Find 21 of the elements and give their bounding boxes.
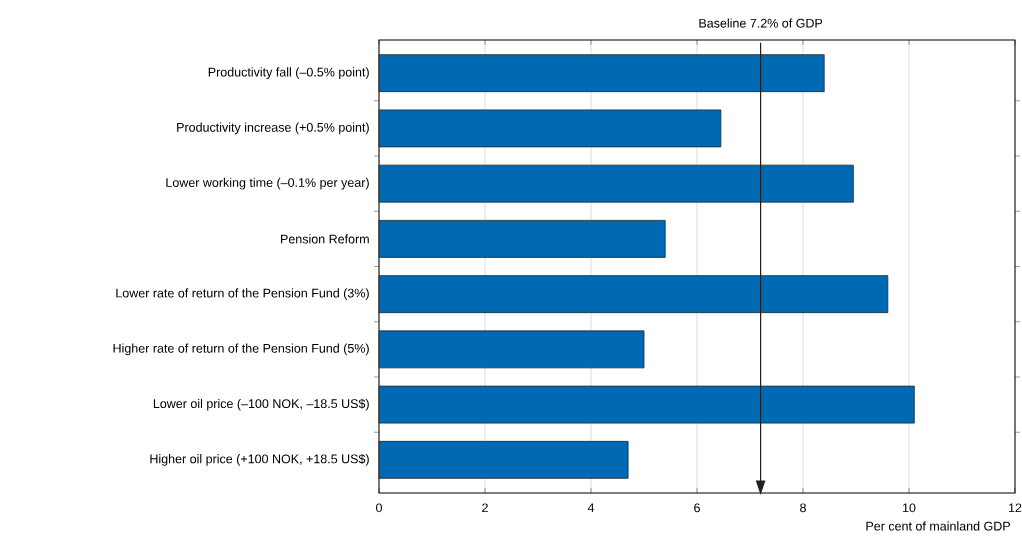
bar <box>378 440 629 479</box>
y-tick-label: Productivity increase (+0.5% point) <box>177 122 369 135</box>
y-tick-label: Productivity fall (–0.5% point) <box>208 67 369 79</box>
y-tick-label: Lower working time (–0.1% per year) <box>166 177 369 190</box>
x-tick-label: 0 <box>376 503 382 513</box>
ref-line-label: Baseline 7.2% of GDP <box>699 18 823 28</box>
x-tick-label: 6 <box>694 503 700 513</box>
x-tick-label: 10 <box>903 503 916 513</box>
bar <box>378 219 666 258</box>
x-tick-label: 4 <box>587 503 595 512</box>
y-tick-label: Lower oil price (–100 NOK, –18.5 US$) <box>153 398 369 411</box>
x-tick-label: 12 <box>1009 503 1022 513</box>
x-tick-label: 8 <box>800 503 806 513</box>
bar <box>378 109 722 148</box>
y-tick-label: Higher rate of return of the Pension Fund (5%) <box>113 343 369 356</box>
bar <box>378 330 645 369</box>
y-tick-label: Pension Reform <box>281 234 369 244</box>
x-tick-label: 2 <box>482 503 488 513</box>
y-tick-label: Lower rate of return of the Pension Fund (3%) <box>116 288 369 300</box>
x-axis-title: Per cent of mainland GDP <box>866 521 1010 531</box>
y-tick-label: Higher oil price (+100 NOK, +18.5 US$) <box>150 453 369 466</box>
